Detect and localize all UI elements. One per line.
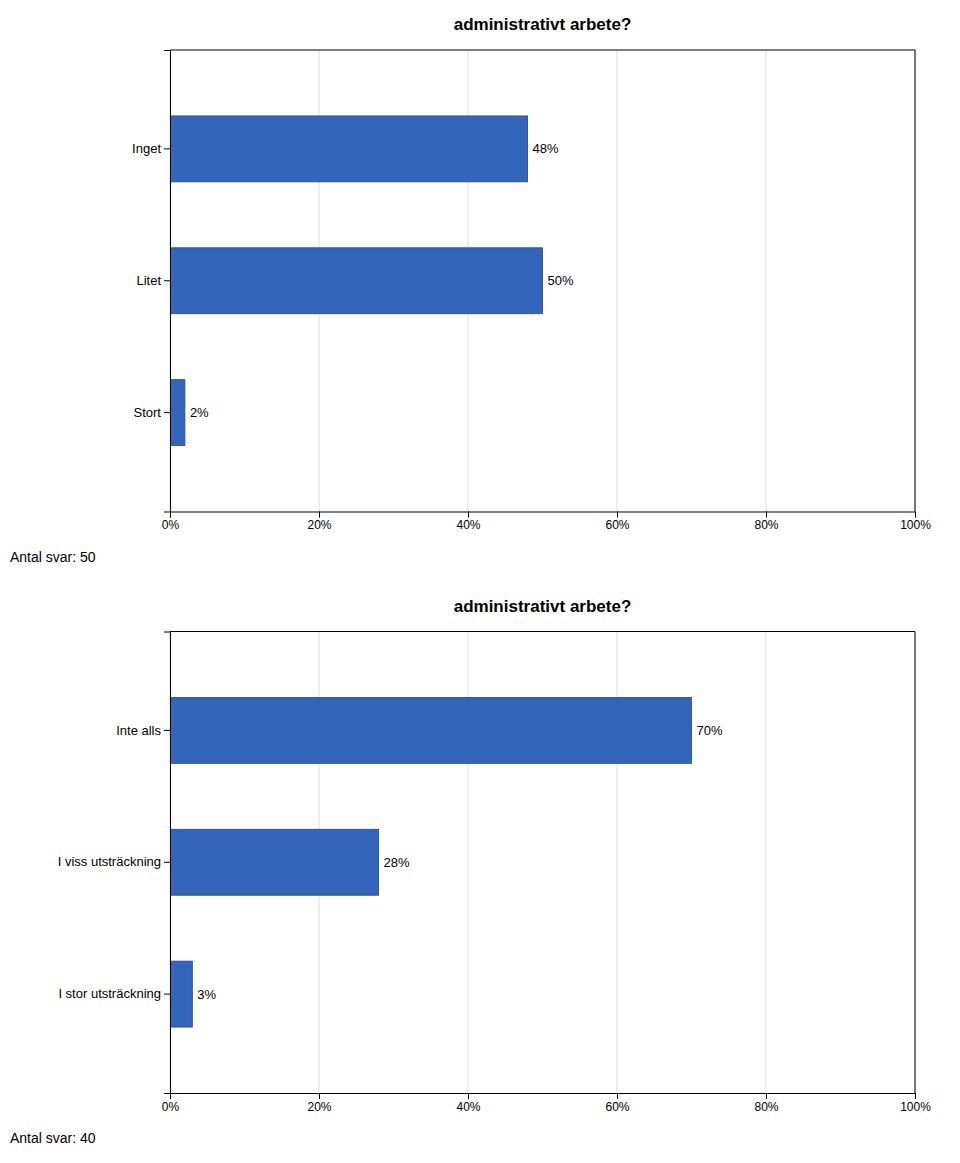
x-tick-label: 0% bbox=[162, 518, 180, 532]
chart-canvas: administrativt arbete? 0% 20% 40% 60% 80% 100%… bbox=[0, 0, 960, 1163]
y-tick-label: Stort bbox=[134, 405, 162, 420]
x-tick-mark bbox=[617, 512, 618, 518]
x-tick-label: 60% bbox=[605, 518, 629, 532]
y-tick-label: I stor utsträckning bbox=[58, 986, 161, 1001]
chart-panel: administrativt arbete? 0% 20% 40% 60% 80% 100%… bbox=[10, 597, 931, 1147]
annotation: Antal svar: 50 bbox=[10, 549, 96, 565]
x-axis: 0% 20% 40% 60% 80% 100% bbox=[162, 512, 931, 533]
y-tick-mark bbox=[164, 862, 170, 863]
x-axis: 0% 20% 40% 60% 80% 100% bbox=[162, 1093, 931, 1114]
data-labels: 48% 50% 2% bbox=[190, 141, 574, 420]
chart-title: administrativt arbete? bbox=[454, 15, 632, 34]
grid bbox=[170, 50, 915, 512]
y-axis: Inget Litet Stort bbox=[132, 51, 170, 513]
grid-line bbox=[766, 50, 767, 512]
y-tick: Stort bbox=[134, 405, 170, 420]
x-tick-label: 80% bbox=[754, 518, 778, 532]
y-axis: Inte alls I viss utsträckning I stor utstr… bbox=[58, 632, 171, 1094]
y-tick-mark bbox=[164, 730, 170, 731]
chart-panel: administrativt arbete? 0% 20% 40% 60% 80% 100%… bbox=[10, 15, 931, 565]
x-tick-label: 100% bbox=[900, 1100, 931, 1114]
x-tick-label: 80% bbox=[754, 1100, 778, 1114]
data-label: 50% bbox=[548, 273, 574, 288]
x-tick: 100% bbox=[900, 512, 931, 533]
x-tick: 80% bbox=[754, 512, 778, 533]
x-tick-mark bbox=[319, 512, 320, 518]
bar bbox=[170, 829, 379, 895]
grid bbox=[170, 632, 915, 1094]
grid-line bbox=[766, 632, 767, 1094]
y-tick: I viss utsträckning bbox=[58, 854, 170, 869]
x-tick-label: 100% bbox=[900, 518, 931, 532]
x-tick: 40% bbox=[456, 1093, 480, 1114]
x-tick: 40% bbox=[456, 512, 480, 533]
grid-line bbox=[617, 50, 618, 512]
x-tick-label: 0% bbox=[162, 1100, 180, 1114]
data-label: 2% bbox=[190, 405, 209, 420]
frame-top bbox=[170, 50, 915, 51]
y-tick-mark bbox=[164, 148, 170, 149]
x-tick: 0% bbox=[162, 1093, 180, 1114]
y-tick-label: Litet bbox=[136, 273, 161, 288]
y-tick-mark bbox=[164, 994, 170, 995]
data-label: 3% bbox=[197, 987, 216, 1002]
x-tick: 80% bbox=[754, 1093, 778, 1114]
x-tick: 60% bbox=[605, 512, 629, 533]
y-tick-label: Inte alls bbox=[116, 723, 161, 738]
bar bbox=[170, 116, 528, 182]
x-tick-label: 40% bbox=[456, 1100, 480, 1114]
data-labels: 70% 28% 3% bbox=[197, 723, 723, 1002]
frame-top bbox=[170, 631, 915, 632]
x-axis-line bbox=[171, 1094, 916, 1100]
bar bbox=[170, 248, 543, 314]
plot-area: 0% 20% 40% 60% 80% 100% Inte alls I viss utsträ… bbox=[58, 632, 931, 1114]
frame-right bbox=[915, 632, 916, 1094]
x-tick: 20% bbox=[307, 1093, 331, 1114]
grid-line bbox=[915, 632, 916, 1094]
x-tick: 0% bbox=[162, 512, 180, 533]
bar bbox=[170, 697, 692, 763]
y-tick: Inget bbox=[132, 141, 170, 156]
x-axis-line bbox=[171, 512, 916, 518]
x-tick-label: 40% bbox=[456, 518, 480, 532]
x-tick-mark bbox=[468, 512, 469, 518]
x-tick-label: 60% bbox=[605, 1100, 629, 1114]
bars bbox=[170, 116, 543, 446]
x-tick-label: 20% bbox=[307, 1100, 331, 1114]
y-axis-line bbox=[164, 632, 171, 1094]
y-tick: I stor utsträckning bbox=[58, 986, 170, 1001]
x-tick-mark bbox=[915, 1093, 916, 1099]
bars bbox=[170, 697, 692, 1027]
x-tick-mark bbox=[766, 512, 767, 518]
y-tick-label: I viss utsträckning bbox=[58, 854, 161, 869]
x-tick-mark bbox=[319, 1093, 320, 1099]
frame-right bbox=[915, 50, 916, 512]
y-tick: Inte alls bbox=[116, 723, 170, 738]
chart-title: administrativt arbete? bbox=[454, 597, 632, 616]
x-tick: 100% bbox=[900, 1093, 931, 1114]
x-tick-mark bbox=[915, 512, 916, 518]
y-axis-line bbox=[164, 51, 171, 513]
y-tick-label: Inget bbox=[132, 141, 161, 156]
y-tick: Litet bbox=[136, 273, 170, 288]
y-tick-mark bbox=[164, 412, 170, 413]
grid-line bbox=[915, 50, 916, 512]
x-tick-mark bbox=[766, 1093, 767, 1099]
data-label: 70% bbox=[697, 723, 723, 738]
x-tick-mark bbox=[468, 1093, 469, 1099]
data-label: 28% bbox=[384, 855, 410, 870]
bar bbox=[170, 380, 185, 446]
x-tick-label: 20% bbox=[307, 518, 331, 532]
x-tick: 20% bbox=[307, 512, 331, 533]
x-tick-mark bbox=[617, 1093, 618, 1099]
y-tick-mark bbox=[164, 280, 170, 281]
data-label: 48% bbox=[533, 141, 559, 156]
annotation: Antal svar: 40 bbox=[10, 1130, 96, 1146]
x-tick: 60% bbox=[605, 1093, 629, 1114]
plot-area: 0% 20% 40% 60% 80% 100% Inget Litet Stort 48% 50% 2… bbox=[132, 50, 931, 532]
bar bbox=[170, 961, 192, 1027]
